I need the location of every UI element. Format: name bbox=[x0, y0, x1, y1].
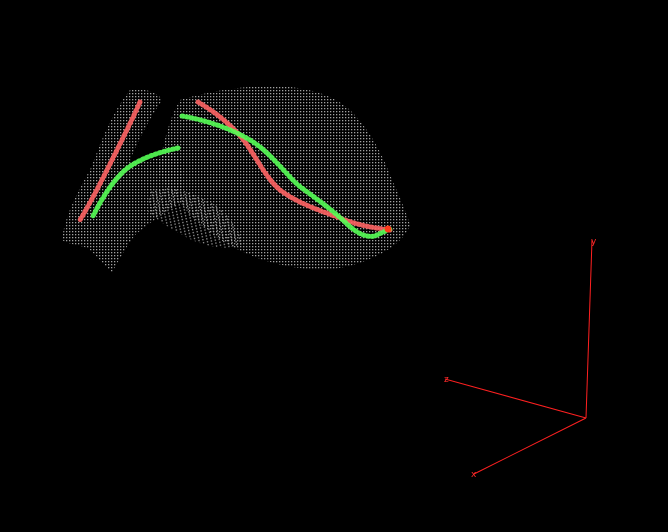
point-cloud-left-lobe bbox=[62, 89, 184, 273]
red-path-left-segment bbox=[77, 99, 143, 223]
axes-gizmo bbox=[444, 239, 593, 475]
green-path-left-segment bbox=[89, 145, 181, 221]
x-axis-label: x bbox=[471, 470, 477, 480]
y-axis-line bbox=[585, 239, 593, 419]
y-axis-label: y bbox=[591, 237, 597, 247]
x-axis-line bbox=[473, 417, 587, 475]
green-path-main-segment bbox=[179, 113, 395, 239]
point-cloud-main bbox=[158, 86, 410, 270]
green-path bbox=[89, 113, 395, 239]
point-cloud-bridge bbox=[148, 188, 245, 248]
z-axis-line bbox=[444, 378, 587, 419]
path-endpoint-marker bbox=[384, 225, 392, 233]
z-axis-label: z bbox=[444, 375, 449, 385]
